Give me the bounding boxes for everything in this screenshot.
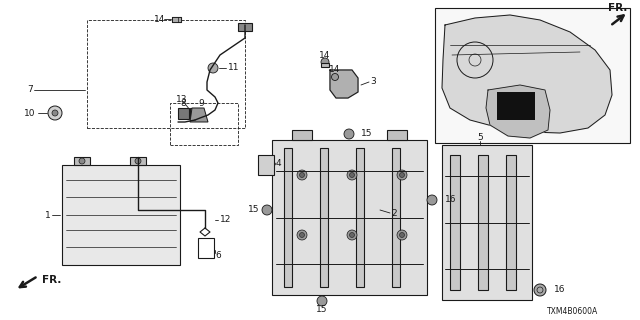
Text: 15: 15: [361, 130, 372, 139]
Text: 10: 10: [24, 108, 36, 117]
Circle shape: [297, 170, 307, 180]
Text: 2: 2: [391, 209, 397, 218]
Text: 14: 14: [154, 14, 166, 23]
Circle shape: [397, 170, 407, 180]
Circle shape: [399, 233, 404, 237]
Text: 11: 11: [228, 63, 239, 73]
Bar: [284, 148, 292, 287]
Circle shape: [332, 74, 339, 81]
Circle shape: [349, 172, 355, 178]
Bar: [356, 148, 364, 287]
Bar: [320, 148, 328, 287]
Circle shape: [300, 172, 305, 178]
Bar: [178, 108, 189, 119]
Bar: [442, 145, 532, 300]
Bar: [272, 140, 427, 295]
Bar: [258, 155, 274, 175]
Bar: [172, 17, 181, 22]
Circle shape: [135, 158, 141, 164]
Bar: [497, 92, 535, 120]
Text: 3: 3: [370, 77, 376, 86]
Bar: [387, 130, 407, 140]
Text: 12: 12: [220, 215, 232, 225]
Bar: [190, 108, 202, 117]
Bar: [87, 20, 245, 128]
Circle shape: [347, 230, 357, 240]
Text: 14: 14: [319, 51, 331, 60]
Text: FR.: FR.: [608, 3, 628, 13]
Bar: [450, 155, 460, 290]
Text: TXM4B0600A: TXM4B0600A: [547, 308, 598, 316]
Text: 6: 6: [215, 251, 221, 260]
Bar: [74, 157, 90, 165]
Circle shape: [52, 110, 58, 116]
Circle shape: [399, 172, 404, 178]
Circle shape: [344, 129, 354, 139]
Text: 9: 9: [198, 99, 204, 108]
Bar: [321, 63, 329, 67]
Bar: [478, 155, 488, 290]
Circle shape: [534, 284, 546, 296]
Circle shape: [321, 58, 329, 66]
Circle shape: [297, 230, 307, 240]
Text: 8: 8: [180, 99, 186, 108]
Text: 14: 14: [330, 66, 340, 75]
Text: FR.: FR.: [42, 275, 61, 285]
Circle shape: [300, 233, 305, 237]
Bar: [292, 130, 312, 140]
Text: 16: 16: [554, 285, 566, 294]
Polygon shape: [330, 70, 358, 98]
Circle shape: [317, 296, 327, 306]
Text: 4: 4: [275, 158, 281, 167]
Circle shape: [48, 106, 62, 120]
Text: 1: 1: [45, 211, 51, 220]
Text: 16: 16: [445, 196, 456, 204]
Text: 15: 15: [248, 205, 260, 214]
Polygon shape: [442, 15, 612, 133]
Polygon shape: [190, 108, 208, 122]
Text: 15: 15: [316, 305, 328, 314]
Text: 7: 7: [27, 85, 33, 94]
Polygon shape: [486, 85, 550, 138]
Bar: [238, 23, 252, 31]
Bar: [130, 157, 146, 165]
Text: 5: 5: [477, 133, 483, 142]
Bar: [170, 103, 238, 145]
Circle shape: [79, 158, 85, 164]
Circle shape: [349, 233, 355, 237]
Bar: [506, 155, 516, 290]
Bar: [62, 165, 180, 265]
Bar: [172, 17, 181, 22]
Circle shape: [262, 205, 272, 215]
Bar: [392, 148, 400, 287]
Text: 13: 13: [176, 95, 188, 105]
Circle shape: [427, 195, 437, 205]
Circle shape: [208, 63, 218, 73]
Circle shape: [397, 230, 407, 240]
Bar: [198, 238, 214, 258]
Bar: [435, 8, 630, 143]
Circle shape: [347, 170, 357, 180]
